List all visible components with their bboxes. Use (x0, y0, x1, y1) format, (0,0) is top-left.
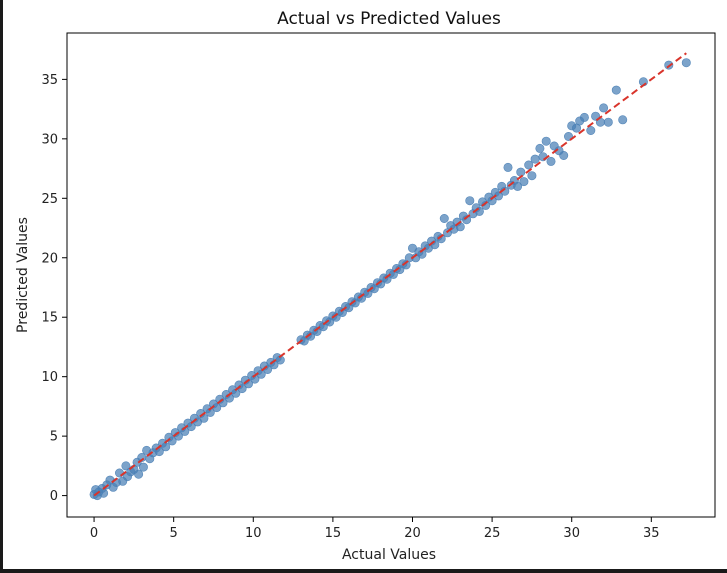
data-point (559, 151, 569, 161)
data-point (436, 234, 446, 244)
data-point (134, 469, 144, 479)
data-point (527, 171, 537, 181)
data-point (579, 112, 589, 122)
data-point (465, 196, 475, 206)
data-point (513, 181, 523, 191)
data-point (530, 154, 540, 164)
data-point (161, 442, 171, 452)
data-point (681, 58, 691, 68)
chart-title: Actual vs Predicted Values (277, 9, 501, 29)
y-tick-label: 15 (41, 311, 58, 326)
data-point (535, 143, 545, 153)
x-tick-label: 35 (643, 526, 660, 541)
data-point (503, 162, 513, 172)
window-border-left (0, 0, 3, 573)
y-axis-label: Predicted Values (15, 217, 31, 333)
data-point (524, 160, 534, 170)
x-tick-label: 0 (90, 526, 98, 541)
data-point (138, 462, 148, 472)
data-point (603, 117, 613, 127)
x-tick-label: 20 (404, 526, 421, 541)
x-tick-label: 25 (484, 526, 501, 541)
perfect-prediction-line (93, 52, 687, 497)
points-layer (89, 58, 691, 501)
x-tick-label: 30 (563, 526, 580, 541)
data-point (439, 214, 449, 224)
y-tick-label: 10 (41, 370, 58, 385)
data-point (546, 156, 556, 166)
data-point (586, 126, 596, 136)
data-point (519, 177, 529, 187)
data-point (121, 461, 131, 471)
data-point (487, 196, 497, 206)
y-tick-label: 20 (41, 251, 58, 266)
data-point (516, 167, 526, 177)
plot-area-frame (66, 32, 716, 518)
x-tick-label: 10 (245, 526, 262, 541)
data-point (99, 488, 109, 498)
data-point (541, 136, 551, 146)
data-point (474, 206, 484, 216)
fit-line-layer (93, 52, 687, 497)
y-tick-label: 5 (50, 430, 58, 445)
data-point (599, 103, 609, 113)
y-tick-label: 35 (41, 73, 58, 88)
data-point (611, 85, 621, 95)
x-tick-label: 5 (170, 526, 178, 541)
data-point (618, 115, 628, 125)
y-tick-label: 25 (41, 192, 58, 207)
x-axis-ticks: 0 5 10 15 20 25 30 35 (90, 517, 660, 541)
y-tick-label: 30 (41, 132, 58, 147)
x-tick-label: 15 (325, 526, 342, 541)
window-border-bottom (0, 569, 727, 573)
x-axis-label: Actual Values (342, 547, 436, 563)
y-axis-ticks: 0 5 10 15 20 25 30 35 (41, 73, 67, 504)
data-point (538, 152, 548, 162)
data-point (115, 468, 125, 478)
data-point (462, 215, 472, 225)
y-tick-label: 0 (50, 489, 58, 504)
